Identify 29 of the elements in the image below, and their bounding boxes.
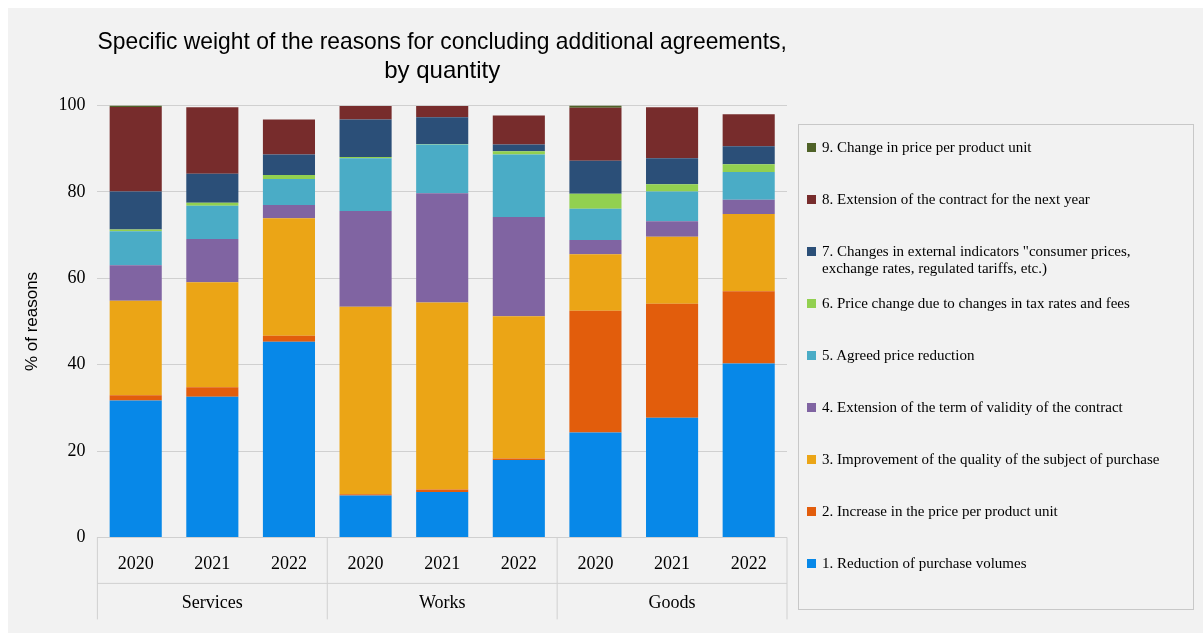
legend-label: 6. Price change due to changes in tax rates and fees xyxy=(822,295,1130,312)
chart-title: Specific weight of the reasons for concluding additional agreements, by quantity xyxy=(97,27,787,83)
text: Services xyxy=(181,592,243,613)
x-tick-label: 2021 xyxy=(194,552,231,573)
x-tick-label: 2020 xyxy=(347,552,384,573)
x-tick-label: 2020 xyxy=(117,552,154,573)
legend-label: 5. Agreed price reduction xyxy=(822,347,975,364)
x-tick-label: 2020 xyxy=(577,552,614,573)
text: Works xyxy=(418,592,466,613)
y-tick-label: 0 xyxy=(76,526,86,547)
y-tick-label: 80 xyxy=(67,180,86,201)
y-tick-label: 60 xyxy=(67,267,86,288)
x-tick-label: 2022 xyxy=(500,552,537,573)
x-tick-label: 2021 xyxy=(654,552,691,573)
legend-label: 4. Extension of the term of validity of the contract xyxy=(822,399,1123,416)
y-tick-label: 100 xyxy=(58,94,86,115)
legend-label: 3. Improvement of the quality of the subject of purchase xyxy=(822,451,1160,468)
text: Goods xyxy=(648,592,696,613)
y-tick-label: 20 xyxy=(67,439,86,460)
legend-label: 1. Reduction of purchase volumes xyxy=(822,555,1027,572)
x-tick-label: 2021 xyxy=(424,552,461,573)
y-tick-label: 40 xyxy=(67,353,86,374)
y-axis-title: % of reasons xyxy=(21,271,41,372)
x-tick-label: 2022 xyxy=(270,552,307,573)
legend-label: 7. Changes in external indicators "consumer prices, exchange rates, regulated tariffs, etc.) xyxy=(822,243,1132,277)
legend-label: 2. Increase in the price per product unit xyxy=(822,503,1058,520)
x-tick-label: 2022 xyxy=(730,552,767,573)
legend-label: 8. Extension of the contract for the next year xyxy=(822,191,1090,208)
legend-label: 9. Change in price per product unit xyxy=(822,139,1032,156)
